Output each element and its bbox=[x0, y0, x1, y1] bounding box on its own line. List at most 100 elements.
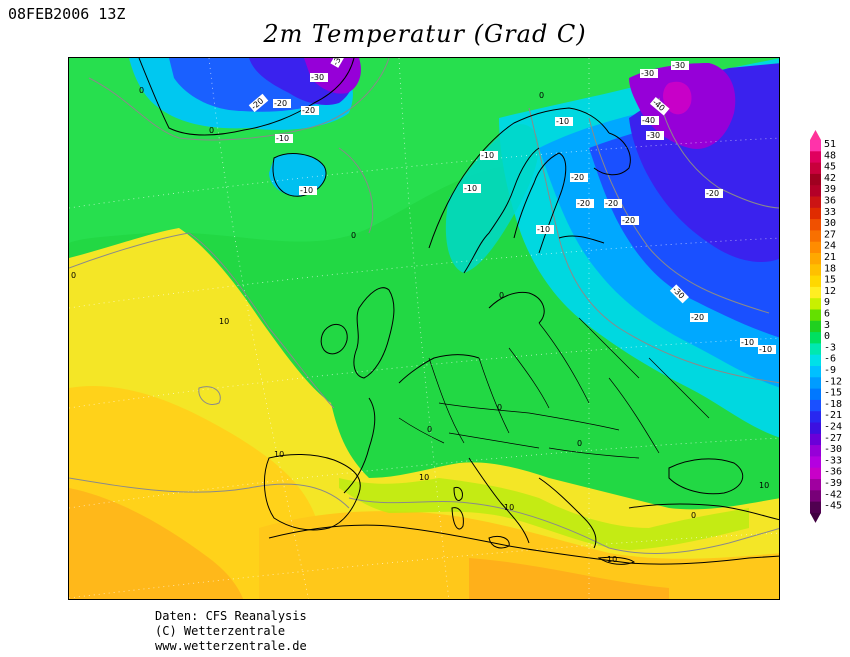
contour-label: 0 bbox=[139, 86, 144, 95]
legend-swatch bbox=[810, 230, 821, 243]
svg-text:0: 0 bbox=[209, 126, 214, 135]
svg-text:-40: -40 bbox=[642, 116, 655, 125]
contour-label: -20 bbox=[705, 189, 723, 198]
legend-swatch bbox=[810, 264, 821, 277]
svg-text:-30: -30 bbox=[311, 73, 324, 82]
contour-label: -20 bbox=[301, 106, 319, 115]
contour-label: 0 bbox=[691, 511, 696, 520]
legend-label: 30 bbox=[824, 218, 836, 229]
svg-text:10: 10 bbox=[504, 503, 514, 512]
legend-label: 15 bbox=[824, 275, 836, 286]
legend-swatch bbox=[810, 275, 821, 288]
legend-label: 27 bbox=[824, 229, 836, 240]
legend-label: -30 bbox=[824, 444, 842, 455]
legend-label: -39 bbox=[824, 478, 842, 489]
legend-label: -12 bbox=[824, 376, 842, 387]
legend-swatch bbox=[810, 173, 821, 186]
contour-label: -20 bbox=[690, 313, 708, 322]
contour-label: -40 bbox=[641, 116, 659, 125]
legend-label: -36 bbox=[824, 467, 842, 478]
contour-label: 0 bbox=[71, 271, 76, 280]
contour-label: 0 bbox=[539, 91, 544, 100]
svg-text:-20: -20 bbox=[605, 199, 618, 208]
svg-text:-10: -10 bbox=[481, 151, 494, 160]
contour-label: -30 bbox=[646, 131, 664, 140]
svg-text:-20: -20 bbox=[622, 216, 635, 225]
legend-swatch bbox=[810, 343, 821, 356]
credit-website-link[interactable]: www.wetterzentrale.de bbox=[155, 639, 307, 653]
legend-swatch bbox=[810, 320, 821, 333]
contour-label: 10 bbox=[759, 481, 769, 490]
legend-label: -18 bbox=[824, 399, 842, 410]
svg-text:-30: -30 bbox=[647, 131, 660, 140]
legend-label: 21 bbox=[824, 252, 836, 263]
legend-swatch bbox=[810, 467, 821, 480]
svg-text:-30: -30 bbox=[672, 61, 685, 70]
svg-text:0: 0 bbox=[351, 231, 356, 240]
legend-label: 24 bbox=[824, 241, 836, 252]
contour-label: 0 bbox=[427, 425, 432, 434]
svg-text:-10: -10 bbox=[537, 225, 550, 234]
contour-label: -30 bbox=[330, 58, 348, 68]
contour-label: -20 bbox=[621, 216, 639, 225]
legend-label: 39 bbox=[824, 184, 836, 195]
contour-label: -20 bbox=[570, 173, 588, 182]
svg-text:-10: -10 bbox=[556, 117, 569, 126]
legend-label: 18 bbox=[824, 263, 836, 274]
legend-swatch bbox=[810, 422, 821, 435]
svg-text:10: 10 bbox=[274, 450, 284, 459]
legend-label: -15 bbox=[824, 388, 842, 399]
legend-label: -27 bbox=[824, 433, 842, 444]
legend-swatch bbox=[810, 501, 821, 514]
svg-text:-10: -10 bbox=[759, 345, 772, 354]
svg-text:0: 0 bbox=[139, 86, 144, 95]
svg-text:-20: -20 bbox=[691, 313, 704, 322]
legend-swatch bbox=[810, 388, 821, 401]
legend-top-arrow bbox=[810, 130, 821, 140]
svg-text:-20: -20 bbox=[571, 173, 584, 182]
legend-label: 48 bbox=[824, 150, 836, 161]
legend-label: -9 bbox=[824, 365, 836, 376]
svg-text:-10: -10 bbox=[464, 184, 477, 193]
legend-swatch bbox=[810, 140, 821, 152]
svg-text:0: 0 bbox=[497, 403, 502, 412]
contour-label: -10 bbox=[758, 345, 776, 354]
temperature-map[interactable]: -30 -30 -20 -20 -20 -10 -10 -10 -10 -10 … bbox=[68, 57, 780, 600]
legend-swatch bbox=[810, 162, 821, 175]
svg-text:-30: -30 bbox=[641, 69, 654, 78]
svg-text:0: 0 bbox=[427, 425, 432, 434]
legend-swatch bbox=[810, 253, 821, 265]
legend-swatch bbox=[810, 185, 821, 197]
legend-label: 33 bbox=[824, 207, 836, 218]
legend-swatch bbox=[810, 354, 821, 367]
svg-text:-20: -20 bbox=[274, 99, 287, 108]
legend-label: -3 bbox=[824, 342, 836, 353]
svg-text:0: 0 bbox=[577, 439, 582, 448]
contour-label: -20 bbox=[273, 99, 291, 108]
contour-label: -10 bbox=[555, 117, 573, 126]
legend-swatch bbox=[810, 445, 821, 457]
legend-swatch bbox=[810, 479, 821, 491]
contour-label: 10 bbox=[419, 473, 429, 482]
contour-label: -10 bbox=[480, 151, 498, 160]
legend-label: -45 bbox=[824, 501, 842, 512]
color-legend: 51 48 45 42 39 36 33 30 27 24 21 18 15 12 9 6 3 0 -3 -6 -9 -1… bbox=[806, 130, 850, 530]
contour-label: -10 bbox=[275, 134, 293, 143]
contour-label: -20 bbox=[576, 199, 594, 208]
svg-text:-20: -20 bbox=[706, 189, 719, 198]
svg-text:-20: -20 bbox=[302, 106, 315, 115]
data-credits: Daten: CFS Reanalysis (C) Wetterzentrale… bbox=[155, 609, 307, 654]
legend-label: 12 bbox=[824, 286, 836, 297]
contour-label: 0 bbox=[577, 439, 582, 448]
contour-label: -10 bbox=[536, 225, 554, 234]
legend-label: 36 bbox=[824, 196, 836, 207]
svg-text:0: 0 bbox=[71, 271, 76, 280]
legend-label: -21 bbox=[824, 410, 842, 421]
legend-label: 0 bbox=[824, 331, 830, 342]
credit-data-source: Daten: CFS Reanalysis bbox=[155, 609, 307, 623]
legend-swatch bbox=[810, 219, 821, 231]
svg-text:10: 10 bbox=[419, 473, 429, 482]
map-title: 2m Temperatur (Grad C) bbox=[263, 20, 587, 48]
contour-label: -10 bbox=[740, 338, 758, 347]
legend-swatch bbox=[810, 332, 821, 344]
